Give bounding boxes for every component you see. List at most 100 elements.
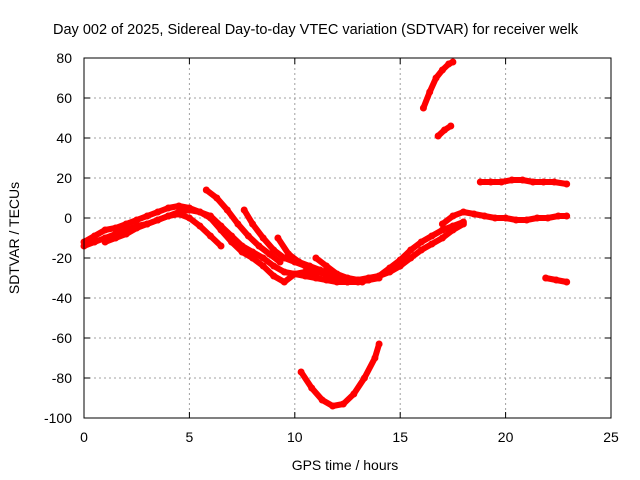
data-point <box>419 104 427 112</box>
data-point <box>122 230 130 238</box>
data-point <box>487 178 495 186</box>
data-point <box>234 220 242 228</box>
data-point <box>542 274 550 282</box>
data-point <box>396 262 404 270</box>
series-arc-3 <box>101 210 225 250</box>
data-point <box>540 178 547 186</box>
data-point <box>91 232 98 240</box>
data-point <box>185 214 193 222</box>
x-tick-label: 10 <box>287 429 303 445</box>
data-point <box>306 262 314 270</box>
grid-lines <box>84 58 611 418</box>
data-point <box>270 246 278 254</box>
data-point <box>259 262 267 270</box>
data-point <box>217 242 225 250</box>
data-point <box>280 268 288 276</box>
data-point <box>375 340 383 348</box>
data-point <box>101 226 109 234</box>
data-point <box>459 208 467 216</box>
data-point <box>481 212 488 220</box>
data-point <box>449 58 457 66</box>
x-tick-label: 0 <box>80 429 88 445</box>
plot-frame <box>83 57 612 419</box>
data-point <box>91 238 98 246</box>
y-tick-label: -40 <box>52 290 72 306</box>
data-point <box>164 204 172 212</box>
data-point <box>154 208 162 216</box>
data-point <box>291 270 299 278</box>
data-point <box>143 212 151 220</box>
data-point <box>386 268 394 276</box>
data-point <box>196 208 204 216</box>
data-point <box>249 248 257 256</box>
data-point <box>244 232 252 240</box>
data-point <box>426 88 434 96</box>
data-point <box>112 224 120 232</box>
data-point <box>407 246 415 254</box>
data-point <box>101 238 109 246</box>
data-point <box>329 402 337 410</box>
data-point <box>154 216 162 224</box>
data-point <box>438 226 446 234</box>
data-point <box>322 276 330 284</box>
data-point <box>476 178 484 186</box>
data-point <box>339 400 347 408</box>
data-point <box>365 274 373 282</box>
y-tick-label: 20 <box>56 170 72 186</box>
data-point <box>318 396 326 404</box>
data-point <box>255 242 263 250</box>
data-point <box>438 234 446 242</box>
axis-ticks: 0 5 10 15 20 25 -100 -80 -60 -40 -20 0 20 40 60 80 <box>44 50 619 445</box>
data-point <box>512 216 520 224</box>
data-point <box>185 206 193 214</box>
data-point <box>563 278 571 286</box>
data-point <box>375 272 383 280</box>
data-point <box>175 210 183 218</box>
data-point <box>207 212 214 220</box>
data-point <box>428 232 436 240</box>
series-arc-9 <box>419 58 457 112</box>
data-point <box>112 234 120 242</box>
data-point <box>308 384 316 392</box>
data-point <box>441 126 448 134</box>
x-tick-label: 20 <box>498 429 514 445</box>
series-arc-11 <box>438 208 571 228</box>
data-point <box>270 272 278 280</box>
data-point <box>438 66 446 74</box>
y-tick-label: -80 <box>52 370 72 386</box>
data-point <box>354 276 362 284</box>
data-point <box>228 232 236 240</box>
y-tick-label: 40 <box>56 130 72 146</box>
data-point <box>491 214 499 222</box>
data-point <box>350 390 358 398</box>
series-line <box>420 59 456 111</box>
data-point <box>213 194 221 202</box>
data-point <box>552 276 560 284</box>
data-point <box>497 178 505 186</box>
data-point <box>554 212 562 220</box>
data-point <box>333 270 341 278</box>
data-point <box>360 374 368 382</box>
y-tick-label: 60 <box>56 90 72 106</box>
data-point <box>196 222 204 230</box>
data-point <box>438 220 446 228</box>
data-point <box>344 274 351 282</box>
data-point <box>459 220 467 228</box>
y-tick-label: -20 <box>52 250 72 266</box>
data-point <box>274 234 282 242</box>
data-point <box>508 176 516 184</box>
data-point <box>175 202 183 210</box>
data-point <box>449 212 457 220</box>
data-point <box>143 220 151 228</box>
data-point <box>133 216 141 224</box>
data-point <box>316 266 324 274</box>
y-tick-label: 80 <box>56 50 72 66</box>
data-point <box>249 220 257 228</box>
data-point <box>428 240 436 248</box>
data-point <box>529 178 537 186</box>
series-arc-8 <box>297 340 383 410</box>
data-point <box>417 246 425 254</box>
data-point <box>259 234 267 242</box>
y-tick-label: -60 <box>52 330 72 346</box>
